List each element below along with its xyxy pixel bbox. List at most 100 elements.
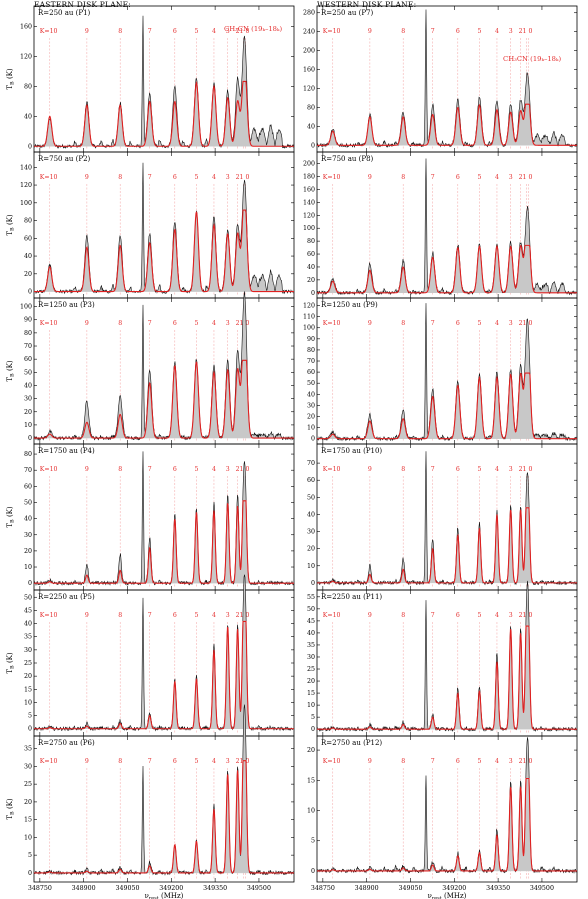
k-label-3: 3 — [226, 320, 230, 327]
xtick-label: 348750 — [28, 885, 52, 892]
k-label-7: 7 — [148, 320, 152, 327]
panel-label: R=250 au (P1) — [38, 9, 91, 17]
ytick-label: 90 — [24, 317, 32, 324]
ytick-label: 50 — [307, 606, 315, 613]
panel-frame — [316, 151, 578, 299]
ytick-label: 80 — [24, 218, 32, 225]
k-label-2: 2 — [236, 758, 240, 765]
ytick-label: 90 — [307, 336, 315, 343]
ytick-label: 45 — [307, 618, 315, 625]
ytick-label: 0 — [28, 143, 32, 150]
ytick-label: 20 — [24, 548, 32, 555]
k-label-8: 8 — [118, 612, 122, 619]
k-label-3: 3 — [226, 174, 230, 181]
ytick-label: 30 — [24, 647, 32, 654]
ytick-label: 20 — [307, 546, 315, 553]
k-label-3: 3 — [226, 28, 230, 35]
k-label-9: 9 — [85, 466, 89, 473]
xtick-label: 349200 — [159, 885, 183, 892]
ytick-label: 10 — [307, 808, 315, 815]
ytick-label: 25 — [24, 660, 32, 667]
ytick-label: 0 — [311, 726, 315, 733]
ytick-label: 40 — [24, 253, 32, 260]
ytick-label: 100 — [20, 200, 32, 207]
ytick-label: 0 — [28, 580, 32, 587]
k-label-6: 6 — [456, 174, 460, 181]
k-label-4: 4 — [495, 758, 499, 765]
ytick-label: 15 — [24, 686, 32, 693]
k-label-10: K=10 — [40, 174, 58, 181]
k-label-0: 0 — [529, 174, 533, 181]
model-spectrum — [34, 500, 294, 584]
k-label-6: 6 — [173, 758, 177, 765]
k-label-9: 9 — [368, 174, 372, 181]
observed-fill — [34, 15, 294, 149]
k-label-5: 5 — [477, 320, 481, 327]
model-spectrum — [317, 103, 577, 146]
k-label-10: K=10 — [40, 320, 58, 327]
k-label-8: 8 — [118, 320, 122, 327]
k-label-1: 1 — [239, 320, 243, 327]
k-label-2: 2 — [236, 612, 240, 619]
ytick-label: 20 — [307, 678, 315, 685]
ytick-label: 15 — [307, 777, 315, 784]
ytick-label: 20 — [24, 409, 32, 416]
k-label-4: 4 — [212, 174, 216, 181]
k-label-4: 4 — [212, 612, 216, 619]
observed-fill — [34, 451, 294, 585]
k-label-4: 4 — [495, 466, 499, 473]
ytick-label: 100 — [303, 225, 315, 232]
ytick-label: 280 — [303, 10, 315, 17]
model-spectrum — [34, 359, 294, 439]
k-label-9: 9 — [368, 320, 372, 327]
k-label-0: 0 — [246, 174, 250, 181]
k-label-0: 0 — [529, 320, 533, 327]
k-label-10: K=10 — [323, 466, 341, 473]
ytick-label: 10 — [307, 425, 315, 432]
ytick-label: 0 — [311, 580, 315, 587]
ytick-label: 120 — [303, 85, 315, 92]
observed-fill — [34, 574, 294, 731]
observed-fill — [317, 451, 577, 585]
k-label-9: 9 — [85, 612, 89, 619]
observed-fill — [34, 291, 294, 440]
ylabel: TB (K) — [6, 652, 16, 674]
k-label-0: 0 — [529, 28, 533, 35]
panel-label: R=750 au (P2) — [38, 155, 91, 163]
k-label-5: 5 — [477, 612, 481, 619]
k-label-2: 2 — [236, 28, 240, 35]
k-label-3: 3 — [509, 320, 513, 327]
k-label-10: K=10 — [40, 466, 58, 473]
k-label-1: 1 — [239, 758, 243, 765]
k-label-4: 4 — [495, 28, 499, 35]
ytick-label: 160 — [303, 67, 315, 74]
k-label-10: K=10 — [323, 174, 341, 181]
k-label-1: 1 — [239, 174, 243, 181]
k-label-7: 7 — [431, 612, 435, 619]
model-spectrum — [34, 620, 294, 730]
ytick-label: 70 — [24, 467, 32, 474]
k-label-0: 0 — [246, 320, 250, 327]
xtick-label: 349500 — [530, 885, 554, 892]
panel-frame — [33, 735, 295, 883]
ytick-label: 120 — [20, 182, 32, 189]
xtick-label: 348900 — [355, 885, 379, 892]
panel-label: R=2250 au (P5) — [38, 593, 95, 601]
panel-label: R=1750 au (P10) — [321, 447, 382, 455]
k-label-5: 5 — [194, 174, 198, 181]
observed-spectrum — [316, 737, 578, 874]
k-label-5: 5 — [194, 466, 198, 473]
k-label-0: 0 — [529, 466, 533, 473]
k-label-9: 9 — [85, 320, 89, 327]
k-label-0: 0 — [246, 612, 250, 619]
observed-spectrum — [33, 162, 295, 295]
panel-label: R=750 au (P8) — [321, 155, 374, 163]
